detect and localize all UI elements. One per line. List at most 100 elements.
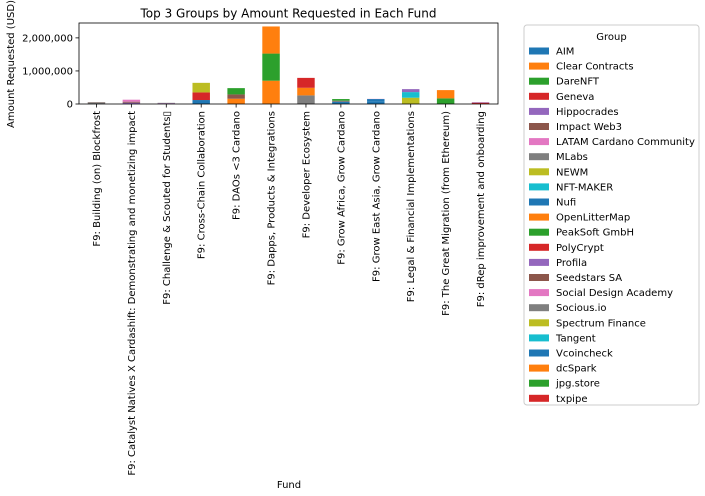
x-tick-label: F9: DAOs <3 Cardano	[232, 111, 243, 220]
legend-swatch-nft-maker	[529, 183, 549, 191]
bar-segment-dcspark	[262, 26, 280, 54]
y-tick-label: 2,000,000	[22, 33, 73, 44]
bar-segment-openlittermap	[262, 80, 280, 104]
legend-swatch-clear-contracts	[529, 62, 549, 70]
legend-label-geneva: Geneva	[556, 92, 594, 103]
legend-label-spectrum-finance: Spectrum Finance	[556, 318, 646, 329]
bar-segment-spectrum-finance	[401, 97, 420, 104]
x-tick-label: F9: Cross-Chain Collaboration	[197, 111, 208, 259]
legend-swatch-nufi	[529, 198, 549, 206]
legend-swatch-impact-web3	[529, 123, 549, 130]
x-tick-label: F9: dRep improvement and onboarding	[476, 111, 487, 307]
legend-swatch-openlittermap	[529, 213, 549, 221]
legend-swatch-aim	[529, 47, 549, 55]
x-tick-label: F9: Building (on) Blockfrost	[92, 111, 103, 247]
bar-segment-social-design-academy	[122, 99, 141, 102]
bar-segment-mlabs	[297, 95, 315, 104]
bar-segment-jpg-store	[332, 99, 350, 101]
bar-segment-spectrum-finance	[192, 82, 210, 93]
legend-swatch-mlabs	[529, 153, 549, 161]
legend: Group AIM Clear Contracts DareNFT Geneva Hipp…	[523, 24, 700, 406]
legend-swatch-social-design-academy	[529, 289, 549, 297]
bars-layer	[87, 26, 490, 104]
legend-swatch-txpipe	[529, 394, 549, 402]
legend-swatch-geneva	[529, 92, 549, 100]
bar-segment-impact-web3	[122, 101, 141, 103]
legend-swatch-latam-cardano-community	[529, 138, 549, 146]
chart-title: Top 3 Groups by Amount Requested in Each…	[140, 7, 437, 21]
legend-label-mlabs: MLabs	[556, 152, 588, 163]
legend-swatch-socious-io	[529, 304, 549, 312]
legend-label-social-design-academy: Social Design Academy	[556, 288, 673, 299]
legend-swatch-peaksoft-gmbh	[529, 228, 549, 236]
x-tick-label: F9: Grow East Asia, Grow Cardano	[371, 111, 382, 282]
x-tick-label: F9: Legal & Financial Implementations	[406, 111, 417, 302]
legend-label-tangent: Tangent	[555, 333, 596, 344]
legend-label-openlittermap: OpenLitterMap	[556, 213, 630, 224]
legend-swatch-jpg-store	[529, 379, 549, 387]
bar-segment-tangent	[401, 92, 420, 98]
bar-segment-openlittermap	[297, 87, 315, 96]
bar-segment-profila	[401, 89, 420, 93]
legend-swatch-tangent	[529, 334, 549, 342]
legend-label-socious-io: Socious.io	[556, 303, 606, 314]
legend-title: Group	[596, 32, 626, 43]
legend-label-dcspark: dcSpark	[556, 364, 597, 375]
legend-label-vcoincheck: Vcoincheck	[556, 349, 613, 360]
bar-segment-jpg-store	[227, 88, 245, 95]
legend-label-darenft: DareNFT	[556, 77, 600, 88]
bar-segment-vcoincheck	[332, 102, 350, 104]
x-tick-label: F9: Dapps, Products & Integrations	[267, 111, 278, 285]
legend-label-aim: AIM	[556, 47, 574, 58]
x-tick-label: F9: Catalyst Natives X Cardashift: Demon…	[127, 111, 138, 476]
x-tick-label: F9: Challenge & Scouted for Students▯	[162, 111, 173, 305]
bar-segment-darenft	[436, 98, 455, 104]
legend-label-clear-contracts: Clear Contracts	[556, 62, 634, 73]
legend-swatch-vcoincheck	[529, 349, 549, 357]
x-tick-label: F9: Developer Ecosystem	[301, 111, 312, 238]
bar-segment-txpipe	[297, 77, 315, 88]
legend-label-newm: NEWM	[556, 167, 588, 178]
y-tick-label: 1,000,000	[22, 66, 73, 77]
bar-segment-clear-contracts	[436, 90, 455, 99]
x-tick-label: F9: The Great Migration (from Ethereum)	[441, 111, 452, 316]
legend-label-txpipe: txpipe	[556, 394, 587, 405]
legend-swatch-spectrum-finance	[529, 319, 549, 327]
y-axis-label: Amount Requested (USD)	[6, 0, 17, 128]
bar-segment-seedstars-sa	[227, 94, 245, 99]
legend-swatch-hippocrades	[529, 107, 549, 115]
legend-label-profila: Profila	[556, 258, 587, 269]
legend-swatch-profila	[529, 258, 549, 266]
legend-label-peaksoft-gmbh: PeakSoft GmbH	[556, 228, 634, 239]
legend-label-nft-maker: NFT-MAKER	[556, 182, 613, 193]
legend-swatch-polycrypt	[529, 243, 549, 251]
legend-label-hippocrades: Hippocrades	[556, 107, 619, 118]
axes-layer: 0 1,000,000 2,000,000 F9: Building (on) Blo…	[22, 22, 499, 476]
bar-segment-polycrypt	[192, 92, 210, 101]
legend-swatch-darenft	[529, 77, 549, 85]
bar-segment-geneva	[471, 103, 490, 104]
legend-swatch-newm	[529, 168, 549, 176]
plot-frame	[78, 22, 499, 105]
bar-segment-vcoincheck	[367, 99, 385, 102]
bar-segment-clear-contracts	[227, 98, 245, 104]
legend-label-jpg-store: jpg.store	[555, 379, 600, 390]
legend-label-nufi: Nufi	[556, 198, 576, 209]
bar-segment-mlabs	[87, 102, 106, 104]
x-tick-label: F9: Grow Africa, Grow Cardano	[336, 111, 347, 265]
legend-label-seedstars-sa: Seedstars SA	[556, 273, 622, 284]
bar-segment-mlabs	[332, 100, 350, 103]
legend-swatch-dcspark	[529, 364, 549, 372]
legend-swatch-seedstars-sa	[529, 274, 549, 281]
bar-segment-hippocrades	[122, 102, 141, 104]
bar-segment-nufi	[192, 100, 210, 104]
legend-label-latam-cardano-community: LATAM Cardano Community	[556, 137, 695, 148]
x-axis-label: Fund	[277, 480, 301, 491]
bar-segment-latam-cardano-community	[471, 102, 490, 104]
bar-segment-peaksoft-gmbh	[262, 53, 280, 81]
legend-box	[523, 24, 700, 406]
legend-label-polycrypt: PolyCrypt	[556, 243, 604, 254]
y-tick-label: 0	[67, 100, 73, 111]
legend-label-impact-web3: Impact Web3	[556, 122, 622, 133]
